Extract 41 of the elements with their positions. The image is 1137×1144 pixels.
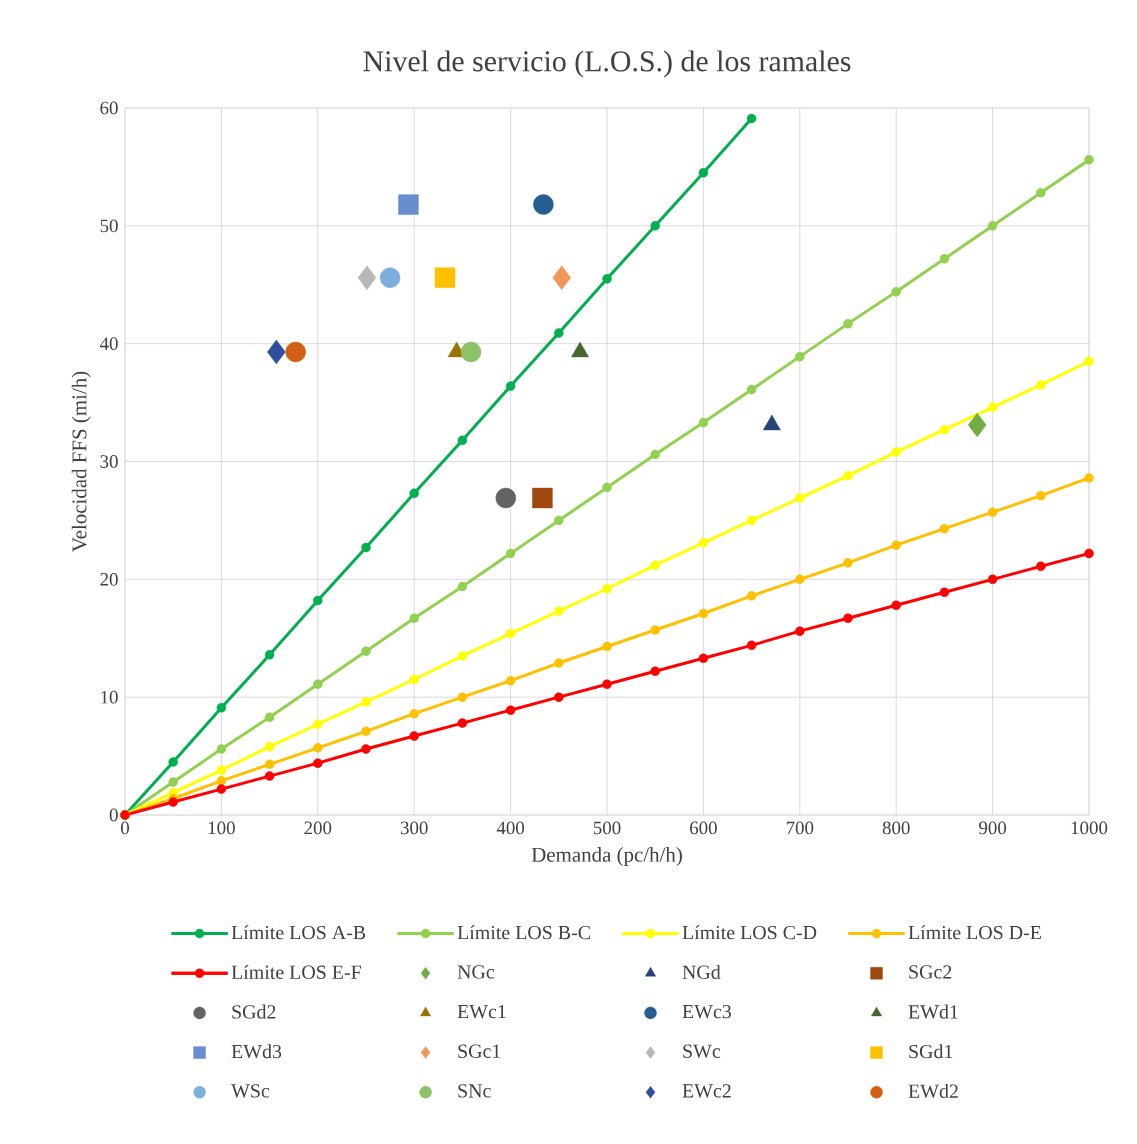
y-tick-label: 20 — [100, 572, 118, 586]
legend-label: EWc1 — [457, 1004, 506, 1019]
x-tick-label: 900 — [979, 821, 1007, 835]
legend-label: NGd — [682, 964, 721, 979]
y-tick-label: 40 — [99, 337, 118, 351]
x-tick-label: 300 — [400, 821, 428, 835]
legend-label: SGc2 — [909, 965, 952, 979]
x-tick-label: 700 — [786, 821, 814, 835]
x-tick-label: 1000 — [1071, 821, 1108, 835]
legend-label: Límite LOS A-B — [231, 925, 366, 940]
y-tick-label: 60 — [100, 101, 118, 115]
y-tick-label: 10 — [101, 690, 118, 704]
y-tick-label: 0 — [109, 808, 118, 822]
legend-label: SNc — [458, 1084, 491, 1098]
legend-label: Límite LOS D-E — [908, 925, 1041, 940]
legend-label: SGd2 — [232, 1004, 276, 1019]
x-tick-label: 500 — [593, 821, 621, 835]
x-tick-label: 800 — [882, 821, 910, 835]
legend-label: WSc — [231, 1084, 270, 1098]
x-tick-label: 0 — [120, 821, 129, 835]
legend-label: EWd1 — [908, 1004, 958, 1019]
x-axis-title: Demanda (pc/h/h) — [531, 847, 682, 867]
legend-label: Límite LOS B-C — [457, 925, 590, 940]
y-axis-title: Velocidad FFS (mi/h) — [71, 371, 91, 552]
legend-label: Límite LOS E-F — [231, 964, 361, 979]
legend-label: EWc3 — [682, 1004, 732, 1019]
x-tick-label: 200 — [304, 821, 332, 835]
legend-label: EWd3 — [231, 1044, 282, 1059]
x-tick-label: 100 — [208, 821, 235, 835]
legend-label: SGd1 — [909, 1044, 953, 1059]
x-tick-label: 400 — [496, 821, 525, 835]
legend-label: NGc — [457, 965, 495, 979]
legend-label: EWc2 — [682, 1084, 731, 1098]
legend-label: SWc — [683, 1044, 721, 1059]
legend-label: EWd2 — [908, 1083, 958, 1099]
chart-title: Nivel de servicio (L.O.S.) de los ramales — [363, 50, 851, 78]
x-tick-label: 600 — [690, 821, 717, 835]
legend-label: SGc1 — [458, 1044, 501, 1058]
legend-label: Límite LOS C-D — [682, 925, 817, 940]
y-tick-label: 50 — [100, 219, 118, 233]
y-tick-label: 30 — [100, 455, 118, 468]
